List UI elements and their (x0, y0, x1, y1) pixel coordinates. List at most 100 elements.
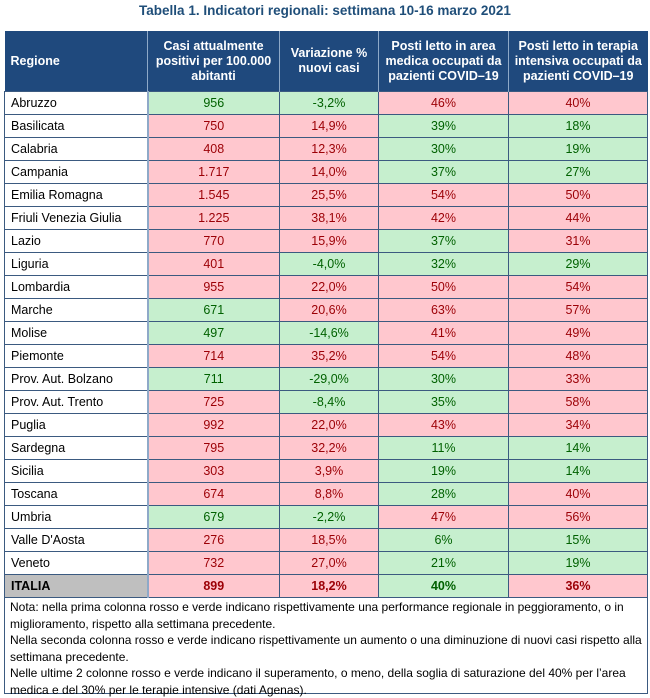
cell-casi-positivi: 732 (147, 551, 280, 575)
cell-variazione: -14,6% (279, 321, 379, 345)
cell-casi-positivi: 303 (147, 459, 280, 483)
cell-variazione: 20,6% (279, 298, 379, 322)
table-row: Piemonte 714 35,2% 54% 48% (4, 344, 648, 368)
cell-casi-positivi: 955 (147, 275, 280, 299)
cell-casi-positivi: 750 (147, 114, 280, 138)
regional-indicators-table: Regione Casi attualmente positivi per 10… (4, 31, 648, 598)
cell-area-medica: 11% (378, 436, 509, 460)
table-row: Sardegna 795 32,2% 11% 14% (4, 436, 648, 460)
cell-area-medica: 30% (378, 137, 509, 161)
note-line: Nelle ultime 2 colonne rosso e verde ind… (10, 666, 626, 697)
region-name: Lombardia (4, 275, 149, 299)
region-name: Molise (4, 321, 149, 345)
cell-terapia-intensiva: 40% (508, 91, 648, 115)
region-name: Campania (4, 160, 149, 184)
cell-terapia-intensiva: 49% (508, 321, 648, 345)
cell-area-medica: 54% (378, 344, 509, 368)
table-row: Abruzzo 956 -3,2% 46% 40% (4, 91, 648, 115)
cell-terapia-intensiva: 54% (508, 275, 648, 299)
region-name: ITALIA (4, 574, 149, 598)
header-terapia-intensiva: Posti letto in terapia intensiva occupat… (508, 31, 648, 92)
table-row: Lazio 770 15,9% 37% 31% (4, 229, 648, 253)
cell-area-medica: 39% (378, 114, 509, 138)
table-row: Toscana 674 8,8% 28% 40% (4, 482, 648, 506)
cell-terapia-intensiva: 36% (508, 574, 648, 598)
cell-area-medica: 54% (378, 183, 509, 207)
cell-terapia-intensiva: 34% (508, 413, 648, 437)
table-row: Marche 671 20,6% 63% 57% (4, 298, 648, 322)
cell-casi-positivi: 770 (147, 229, 280, 253)
cell-variazione: 15,9% (279, 229, 379, 253)
cell-variazione: -2,2% (279, 505, 379, 529)
cell-variazione: 27,0% (279, 551, 379, 575)
cell-terapia-intensiva: 14% (508, 436, 648, 460)
cell-terapia-intensiva: 56% (508, 505, 648, 529)
region-name: Sardegna (4, 436, 149, 460)
cell-terapia-intensiva: 50% (508, 183, 648, 207)
cell-terapia-intensiva: 14% (508, 459, 648, 483)
table-row: Campania 1.717 14,0% 37% 27% (4, 160, 648, 184)
table-row: Lombardia 955 22,0% 50% 54% (4, 275, 648, 299)
table-title: Tabella 1. Indicatori regionali: settima… (139, 3, 511, 18)
cell-terapia-intensiva: 27% (508, 160, 648, 184)
table-row: Puglia 992 22,0% 43% 34% (4, 413, 648, 437)
cell-variazione: 18,5% (279, 528, 379, 552)
cell-variazione: 22,0% (279, 413, 379, 437)
cell-area-medica: 63% (378, 298, 509, 322)
region-name: Veneto (4, 551, 149, 575)
cell-area-medica: 28% (378, 482, 509, 506)
region-name: Liguria (4, 252, 149, 276)
cell-terapia-intensiva: 44% (508, 206, 648, 230)
cell-area-medica: 43% (378, 413, 509, 437)
cell-variazione: 14,9% (279, 114, 379, 138)
region-name: Basilicata (4, 114, 149, 138)
cell-variazione: -4,0% (279, 252, 379, 276)
header-row: Regione Casi attualmente positivi per 10… (4, 31, 648, 92)
total-row: ITALIA 899 18,2% 40% 36% (4, 574, 648, 598)
region-name: Emilia Romagna (4, 183, 149, 207)
note-line: Nella seconda colonna rosso e verde indi… (10, 633, 642, 664)
header-casi-positivi: Casi attualmente positivi per 100.000 ab… (147, 31, 280, 92)
cell-casi-positivi: 956 (147, 91, 280, 115)
cell-terapia-intensiva: 33% (508, 367, 648, 391)
header-area-medica: Posti letto in area medica occupati da p… (378, 31, 509, 92)
cell-area-medica: 32% (378, 252, 509, 276)
cell-variazione: 25,5% (279, 183, 379, 207)
cell-terapia-intensiva: 58% (508, 390, 648, 414)
cell-terapia-intensiva: 19% (508, 137, 648, 161)
cell-casi-positivi: 679 (147, 505, 280, 529)
table-row: Liguria 401 -4,0% 32% 29% (4, 252, 648, 276)
table-row: Prov. Aut. Trento 725 -8,4% 35% 58% (4, 390, 648, 414)
cell-terapia-intensiva: 29% (508, 252, 648, 276)
table-row: Prov. Aut. Bolzano 711 -29,0% 30% 33% (4, 367, 648, 391)
cell-terapia-intensiva: 57% (508, 298, 648, 322)
header-variazione: Variazione % nuovi casi (279, 31, 379, 92)
cell-terapia-intensiva: 40% (508, 482, 648, 506)
cell-casi-positivi: 714 (147, 344, 280, 368)
cell-area-medica: 37% (378, 160, 509, 184)
table-row: Emilia Romagna 1.545 25,5% 54% 50% (4, 183, 648, 207)
table-row: Friuli Venezia Giulia 1.225 38,1% 42% 44% (4, 206, 648, 230)
region-name: Puglia (4, 413, 149, 437)
region-name: Prov. Aut. Trento (4, 390, 149, 414)
cell-area-medica: 50% (378, 275, 509, 299)
region-name: Lazio (4, 229, 149, 253)
cell-area-medica: 35% (378, 390, 509, 414)
table-row: Umbria 679 -2,2% 47% 56% (4, 505, 648, 529)
region-name: Prov. Aut. Bolzano (4, 367, 149, 391)
cell-casi-positivi: 674 (147, 482, 280, 506)
cell-area-medica: 37% (378, 229, 509, 253)
cell-terapia-intensiva: 48% (508, 344, 648, 368)
cell-area-medica: 21% (378, 551, 509, 575)
cell-variazione: 12,3% (279, 137, 379, 161)
region-name: Friuli Venezia Giulia (4, 206, 149, 230)
region-name: Marche (4, 298, 149, 322)
region-name: Valle D'Aosta (4, 528, 149, 552)
cell-variazione: 3,9% (279, 459, 379, 483)
cell-casi-positivi: 992 (147, 413, 280, 437)
cell-casi-positivi: 711 (147, 367, 280, 391)
table-row: Sicilia 303 3,9% 19% 14% (4, 459, 648, 483)
cell-variazione: 18,2% (279, 574, 379, 598)
region-name: Abruzzo (4, 91, 149, 115)
cell-area-medica: 47% (378, 505, 509, 529)
